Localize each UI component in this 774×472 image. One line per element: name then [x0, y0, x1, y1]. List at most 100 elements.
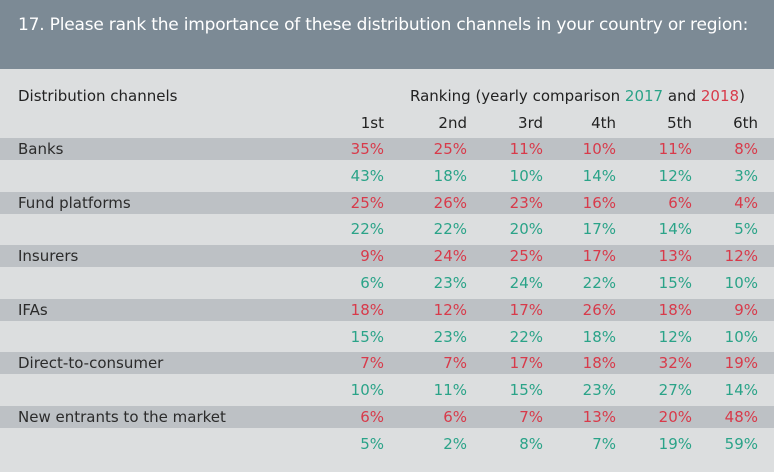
- value-2017-rank-4: 22%: [582, 274, 616, 292]
- channel-name: Fund platforms: [18, 193, 131, 212]
- value-2017-rank-1: 10%: [350, 381, 384, 400]
- value-2017-rank-2: 23%: [433, 274, 467, 292]
- value-2017-rank-6: 14%: [724, 381, 758, 400]
- table-row: 6% 23% 24% 22% 15% 10%: [0, 272, 774, 294]
- ranking-column-header: Ranking (yearly comparison 2017 and 2018…: [410, 87, 745, 105]
- value-2018-rank-4: 26%: [582, 300, 616, 319]
- ranking-table: Distribution channels Ranking (yearly co…: [0, 69, 774, 472]
- value-2017-rank-2: 23%: [433, 327, 467, 346]
- value-2017-rank-6: 59%: [724, 434, 758, 453]
- value-2018-rank-6: 9%: [734, 300, 758, 319]
- value-2018-rank-5: 18%: [658, 300, 692, 319]
- value-2017-rank-4: 7%: [592, 434, 616, 453]
- value-2018-rank-2: 12%: [433, 300, 467, 319]
- value-2018-rank-1: 7%: [360, 354, 384, 373]
- value-2018-rank-6: 4%: [734, 193, 758, 212]
- ranking-header-and: and: [663, 87, 701, 105]
- value-2018-rank-2: 25%: [433, 140, 467, 158]
- value-2017-rank-2: 22%: [433, 220, 467, 239]
- value-2017-rank-3: 24%: [509, 274, 543, 292]
- table-row: 15% 23% 22% 18% 12% 10%: [0, 326, 774, 348]
- value-2018-rank-4: 18%: [582, 354, 616, 373]
- value-2018-rank-3: 11%: [509, 140, 543, 158]
- value-2017-rank-6: 10%: [724, 327, 758, 346]
- value-2017-rank-6: 3%: [734, 166, 758, 185]
- value-2018-rank-6: 8%: [734, 140, 758, 158]
- value-2017-rank-1: 6%: [360, 274, 384, 292]
- value-2018-rank-1: 18%: [350, 300, 384, 319]
- ranking-header-suffix: ): [739, 87, 745, 105]
- value-2017-rank-3: 22%: [509, 327, 543, 346]
- value-2018-rank-4: 17%: [582, 247, 616, 266]
- channel-name: IFAs: [18, 300, 48, 319]
- value-2017-rank-2: 18%: [433, 166, 467, 185]
- value-2018-rank-5: 11%: [658, 140, 692, 158]
- table-row: Direct-to-consumer 7% 7% 17% 18% 32% 19%: [0, 352, 774, 375]
- value-2018-rank-5: 13%: [658, 247, 692, 266]
- value-2018-rank-4: 13%: [582, 408, 616, 426]
- rank-label-3rd: 3rd: [518, 114, 543, 132]
- value-2018-rank-5: 6%: [668, 193, 692, 212]
- value-2017-rank-6: 10%: [724, 274, 758, 292]
- rank-label-6th: 6th: [733, 114, 758, 132]
- value-2018-rank-6: 48%: [724, 408, 758, 426]
- value-2017-rank-5: 12%: [658, 166, 692, 185]
- year-2017-label: 2017: [624, 87, 664, 105]
- rank-label-5th: 5th: [667, 114, 692, 132]
- rank-label-1st: 1st: [360, 114, 384, 132]
- rank-label-4th: 4th: [591, 114, 616, 132]
- value-2017-rank-4: 17%: [582, 220, 616, 239]
- value-2017-rank-4: 14%: [582, 166, 616, 185]
- value-2017-rank-1: 5%: [360, 434, 384, 453]
- value-2017-rank-2: 2%: [443, 434, 467, 453]
- table-row: New entrants to the market 6% 6% 7% 13% 20% 48…: [0, 406, 774, 428]
- ranking-header-prefix: Ranking (yearly comparison: [410, 87, 625, 105]
- value-2018-rank-1: 6%: [360, 408, 384, 426]
- value-2017-rank-6: 5%: [734, 220, 758, 239]
- table-row: 43% 18% 10% 14% 12% 3%: [0, 165, 774, 187]
- value-2018-rank-4: 10%: [582, 140, 616, 158]
- channel-name: Banks: [18, 140, 64, 158]
- value-2018-rank-3: 17%: [509, 354, 543, 373]
- value-2018-rank-5: 32%: [658, 354, 692, 373]
- value-2017-rank-5: 12%: [658, 327, 692, 346]
- channel-name: Insurers: [18, 247, 79, 266]
- rank-label-2nd: 2nd: [438, 114, 467, 132]
- value-2018-rank-2: 26%: [433, 193, 467, 212]
- question-title: 17. Please rank the importance of these …: [18, 15, 749, 35]
- value-2017-rank-3: 15%: [509, 381, 543, 400]
- table-row: 22% 22% 20% 17% 14% 5%: [0, 218, 774, 240]
- value-2017-rank-3: 10%: [509, 166, 543, 185]
- value-2018-rank-3: 23%: [509, 193, 543, 212]
- rank-labels-row: 1st 2nd 3rd 4th 5th 6th: [0, 114, 774, 136]
- value-2017-rank-3: 20%: [509, 220, 543, 239]
- value-2018-rank-4: 16%: [582, 193, 616, 212]
- value-2018-rank-1: 9%: [360, 247, 384, 266]
- value-2017-rank-5: 15%: [658, 274, 692, 292]
- channel-column-header: Distribution channels: [18, 87, 178, 105]
- value-2018-rank-5: 20%: [658, 408, 692, 426]
- value-2017-rank-1: 43%: [350, 166, 384, 185]
- value-2017-rank-1: 15%: [350, 327, 384, 346]
- page-header: 17. Please rank the importance of these …: [0, 0, 774, 69]
- value-2018-rank-3: 25%: [509, 247, 543, 266]
- value-2018-rank-2: 6%: [443, 408, 467, 426]
- table-row: Insurers 9% 24% 25% 17% 13% 12%: [0, 245, 774, 268]
- value-2017-rank-4: 18%: [582, 327, 616, 346]
- value-2017-rank-5: 19%: [658, 434, 692, 453]
- value-2018-rank-6: 12%: [724, 247, 758, 266]
- value-2018-rank-3: 17%: [509, 300, 543, 319]
- value-2017-rank-2: 11%: [433, 381, 467, 400]
- value-2017-rank-1: 22%: [350, 220, 384, 239]
- value-2018-rank-3: 7%: [519, 408, 543, 426]
- table-row: 10% 11% 15% 23% 27% 14%: [0, 379, 774, 401]
- value-2017-rank-5: 14%: [658, 220, 692, 239]
- value-2018-rank-6: 19%: [724, 354, 758, 373]
- channel-name: Direct-to-consumer: [18, 354, 164, 373]
- value-2017-rank-5: 27%: [658, 381, 692, 400]
- value-2017-rank-4: 23%: [582, 381, 616, 400]
- value-2017-rank-3: 8%: [519, 434, 543, 453]
- table-row: 5% 2% 8% 7% 19% 59%: [0, 433, 774, 455]
- value-2018-rank-2: 24%: [433, 247, 467, 266]
- value-2018-rank-1: 25%: [350, 193, 384, 212]
